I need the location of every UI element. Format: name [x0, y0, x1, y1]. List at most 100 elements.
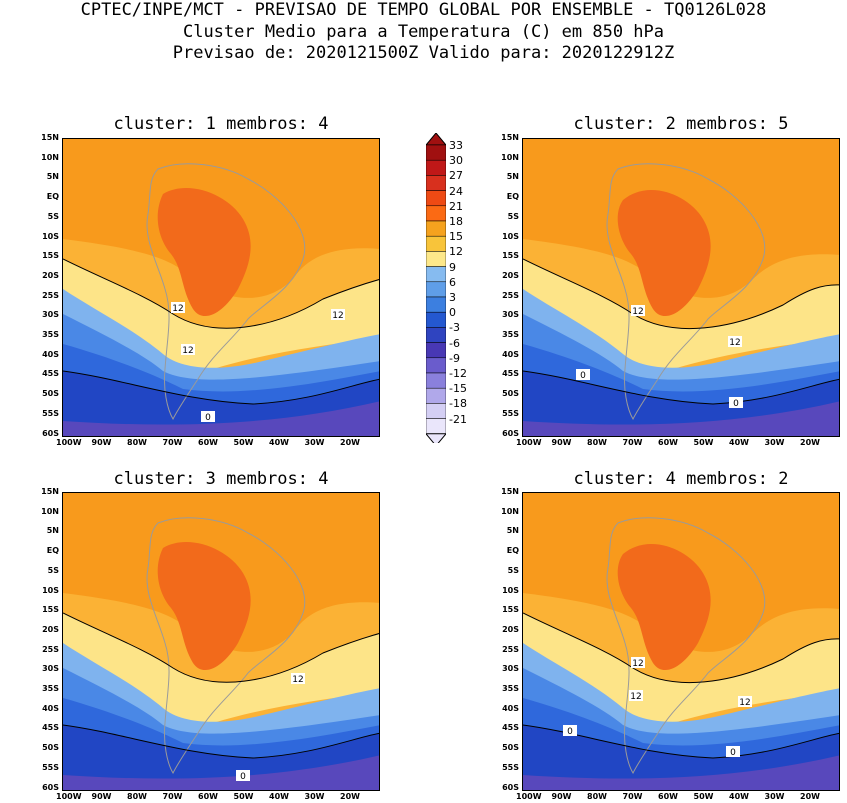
colorbar-swatch: [425, 387, 447, 404]
contour-label: 0: [733, 399, 739, 409]
lat-tick-label: 5S: [507, 565, 519, 575]
colorbar-label: -6: [449, 336, 460, 350]
colorbar-swatch: [425, 144, 447, 161]
contour-line-12: [523, 258, 839, 330]
lat-tick-label: 40S: [42, 349, 59, 359]
colorbar-label: 27: [449, 169, 463, 183]
lon-tick-label: 20W: [800, 438, 820, 447]
colorbar-label: 15: [449, 230, 463, 244]
colorbar-label: 0: [449, 306, 456, 320]
lat-tick-label: 20S: [502, 270, 519, 280]
lon-tick-label: 100W: [56, 792, 82, 801]
lat-tick-label: 5N: [46, 172, 59, 182]
colorbar-label: -15: [449, 382, 467, 396]
contour-line-0: [63, 724, 379, 759]
lat-tick-label: 60S: [42, 782, 59, 792]
colorbar-swatch: [425, 403, 447, 419]
contour-label-box: [728, 336, 742, 347]
contour-label-box: [631, 305, 645, 316]
coastline: [606, 517, 766, 775]
lon-tick-label: 40W: [729, 438, 749, 447]
colorbar-swatch: [425, 205, 447, 222]
contour-label-box: [738, 696, 752, 707]
lon-tick-label: 90W: [551, 438, 572, 447]
colorbar-label: -3: [449, 321, 460, 335]
lon-tick-label: 100W: [516, 792, 542, 801]
lat-tick-label: 25S: [42, 290, 59, 300]
colorbar: [424, 132, 448, 447]
lon-tick-label: 60W: [658, 792, 678, 801]
subtitle-dates: Previsao de: 2020121500Z Valido para: 20…: [172, 43, 675, 63]
panel-2-title: cluster: 2 membros: 5: [573, 114, 789, 134]
colorbar-label: 12: [449, 245, 463, 259]
lon-tick-label: 80W: [587, 438, 607, 447]
colorbar-swatch: [425, 220, 447, 237]
lat-tick-label: 10S: [42, 231, 59, 241]
lon-tick-label: 30W: [304, 438, 325, 447]
lat-tick-label: 35S: [502, 330, 519, 339]
lon-tick-label: 40W: [729, 792, 749, 801]
lat-tick-label: 35S: [42, 330, 59, 339]
lat-tick-label: 10N: [501, 152, 519, 162]
lat-tick-label: 10N: [501, 506, 519, 516]
purple-band: [63, 401, 379, 436]
lat-tick-label: 15N: [41, 487, 59, 496]
colorbar-swatch: [425, 190, 447, 207]
colorbar-swatch: [425, 281, 447, 298]
lat-tick-label: 40S: [42, 703, 59, 713]
lat-tick-label: 25S: [502, 290, 519, 300]
contour-label-box: [629, 690, 643, 701]
contour-label-box: [729, 397, 743, 408]
contour-label: 12: [632, 307, 643, 317]
lat-tick-label: 45S: [42, 369, 59, 379]
warm-core: [157, 542, 251, 671]
lat-tick-label: 60S: [42, 428, 59, 438]
lat-tick-label: EQ: [506, 192, 519, 202]
lat-tick-label: 15N: [501, 133, 519, 142]
lat-tick-label: 30S: [502, 310, 519, 320]
lat-tick-label: 15N: [501, 487, 519, 496]
colorbar-label: 18: [449, 215, 463, 228]
contour-label: 12: [632, 659, 643, 669]
lat-tick-label: 5N: [506, 172, 519, 182]
lat-tick-label: 55S: [42, 408, 59, 418]
lon-tick-label: 70W: [162, 792, 183, 801]
contour-line-0: [523, 370, 839, 405]
lat-tick-label: 25S: [502, 644, 519, 654]
lat-tick-label: EQ: [506, 546, 519, 556]
lon-tick-label: 90W: [91, 438, 112, 447]
lat-tick-label: 30S: [502, 664, 519, 674]
contour-label: 0: [580, 371, 586, 381]
lat-tick-label: 5S: [507, 211, 519, 221]
warm-core: [617, 190, 711, 317]
lon-tick-label: 50W: [693, 438, 714, 447]
lon-tick-label: 100W: [516, 438, 542, 447]
contour-line-12: [63, 258, 379, 329]
colorbar-label: 33: [449, 139, 463, 152]
colorbar-swatch: [425, 311, 447, 328]
contour-line-12: [63, 612, 379, 683]
lat-tick-label: 10S: [502, 585, 519, 595]
lon-tick-label: 30W: [764, 792, 785, 801]
lon-tick-label: 20W: [800, 792, 820, 801]
lat-tick-label: 10S: [502, 231, 519, 241]
lat-tick-label: 5S: [47, 565, 59, 575]
colorbar-swatch: [425, 342, 447, 359]
colorbar-swatch: [425, 357, 447, 374]
contour-label: 0: [567, 727, 573, 737]
coastline: [146, 517, 306, 775]
lon-tick-label: 20W: [340, 792, 360, 801]
colorbar-label: 21: [449, 199, 463, 213]
lon-tick-label: 80W: [587, 792, 607, 801]
colorbar-swatch: [425, 296, 447, 313]
colorbar-label: 3: [449, 291, 456, 304]
lon-tick-label: 50W: [233, 792, 254, 801]
colorbar-swatch: [425, 251, 447, 267]
lon-tick-label: 50W: [233, 438, 254, 447]
lat-tick-label: 55S: [502, 762, 519, 772]
contour-label-box: [171, 302, 185, 313]
lat-tick-label: 50S: [502, 389, 519, 399]
contour-label: 0: [240, 772, 246, 782]
colorbar-bottom-arrow: [424, 433, 448, 447]
coastline: [146, 163, 306, 421]
